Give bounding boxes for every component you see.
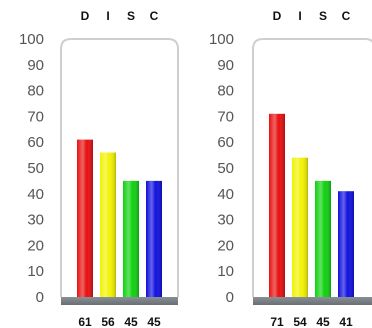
value-label: 41 [339,315,353,328]
y-tick-label: 70 [27,108,44,125]
y-tick-label: 30 [217,212,234,229]
value-label: 71 [270,315,284,328]
value-label: 45 [147,315,161,328]
chart-base [253,297,372,305]
y-tick-label: 60 [27,134,44,151]
category-label: S [127,9,135,23]
category-label: D [81,9,90,23]
y-tick-label: 60 [217,134,234,151]
chart-left: 0 10 20 30 40 50 60 70 80 90 100 D 61 I 56 S 45 C 45 [19,9,179,328]
y-tick-label: 30 [27,212,44,229]
value-label: 45 [124,315,138,328]
chart-base [61,297,178,305]
bar-shine [100,152,116,297]
y-tick-label: 0 [36,289,44,306]
category-label: S [319,9,327,23]
value-label: 56 [101,315,115,328]
category-label: C [342,9,351,23]
value-label: 61 [78,315,92,328]
category-label: I [298,9,301,23]
bar-shine [123,180,139,297]
bar-shine [292,157,308,297]
y-tick-label: 10 [217,263,234,280]
value-label: 45 [316,315,330,328]
y-tick-label: 20 [217,237,234,254]
bar-shine [77,139,93,297]
y-tick-label: 100 [209,31,234,48]
bar-shine [315,180,331,297]
bar-shine [269,113,285,297]
bar-shine [146,180,162,297]
value-label: 54 [293,315,307,328]
y-tick-label: 50 [27,160,44,177]
y-tick-label: 20 [27,237,44,254]
y-tick-label: 80 [27,83,44,100]
y-tick-label: 40 [217,186,234,203]
bar-shine [338,191,354,297]
chart-frame [252,38,372,297]
chart-right: 0 10 20 30 40 50 60 70 80 90 100 D 71 I 54 S 45 C 41 [209,9,372,328]
y-tick-label: 100 [19,31,44,48]
category-label: I [106,9,109,23]
y-tick-label: 70 [217,108,234,125]
y-tick-label: 40 [27,186,44,203]
category-label: C [150,9,159,23]
y-tick-label: 50 [217,160,234,177]
y-tick-label: 10 [27,263,44,280]
y-tick-label: 90 [217,57,234,74]
y-tick-label: 80 [217,83,234,100]
y-tick-label: 90 [27,57,44,74]
category-label: D [273,9,282,23]
y-tick-label: 0 [226,289,234,306]
chart-frame [60,38,179,297]
